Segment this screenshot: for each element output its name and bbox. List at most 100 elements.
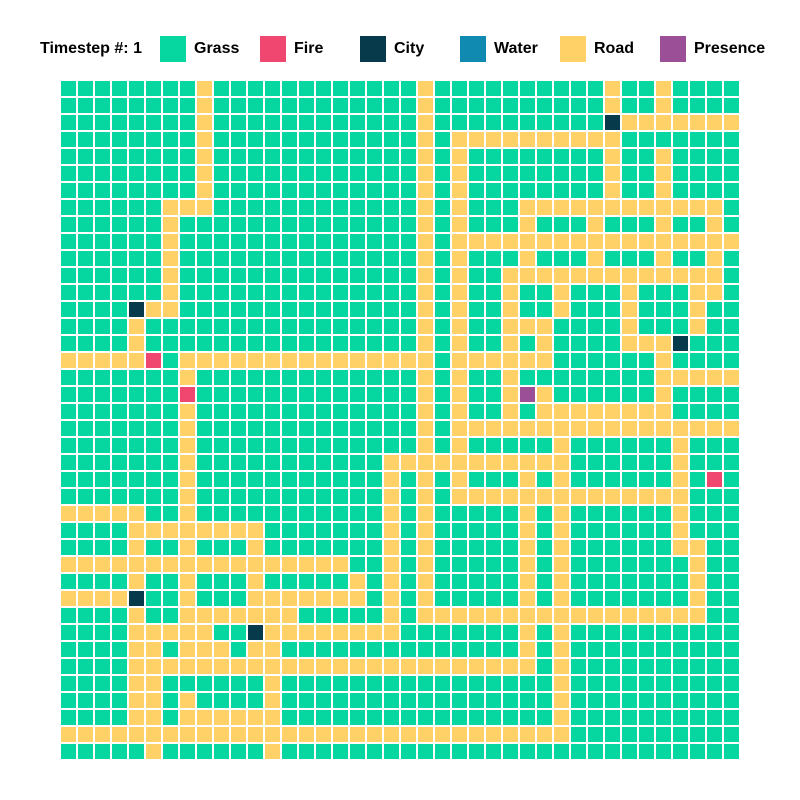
road-cell <box>214 659 229 674</box>
grass-cell <box>231 166 246 181</box>
grass-cell <box>333 183 348 198</box>
grass-cell <box>605 523 620 538</box>
grass-cell <box>282 217 297 232</box>
grass-cell <box>622 132 637 147</box>
grass-cell <box>61 200 76 215</box>
grass-cell <box>486 166 501 181</box>
grass-cell <box>554 115 569 130</box>
road-cell <box>333 625 348 640</box>
grass-cell <box>231 81 246 96</box>
road-cell <box>384 506 399 521</box>
grass-cell <box>248 81 263 96</box>
road-cell <box>180 421 195 436</box>
grass-cell <box>163 642 178 657</box>
road-cell <box>146 676 161 691</box>
grass-cell <box>248 217 263 232</box>
road-cell <box>571 132 586 147</box>
grass-cell <box>673 557 688 572</box>
grass-cell <box>350 676 365 691</box>
grass-cell <box>248 472 263 487</box>
grass-cell <box>112 625 127 640</box>
grass-cell <box>180 744 195 759</box>
legend-label-city: City <box>394 40 425 57</box>
road-cell <box>129 642 144 657</box>
grass-cell <box>367 319 382 334</box>
grass-cell <box>129 744 144 759</box>
grass-cell <box>333 506 348 521</box>
grass-cell <box>520 183 535 198</box>
grass-cell <box>622 387 637 402</box>
road-cell <box>605 234 620 249</box>
grass-cell <box>503 523 518 538</box>
grass-cell <box>129 132 144 147</box>
road-cell <box>554 625 569 640</box>
grass-cell <box>95 149 110 164</box>
grass-cell <box>724 744 739 759</box>
grass-cell <box>197 574 212 589</box>
road-cell <box>503 727 518 742</box>
grass-cell <box>384 200 399 215</box>
road-cell <box>435 608 450 623</box>
grass-cell <box>112 642 127 657</box>
grass-cell <box>622 472 637 487</box>
grass-cell <box>673 353 688 368</box>
grass-cell <box>265 285 280 300</box>
road-cell <box>197 200 212 215</box>
road-cell <box>418 591 433 606</box>
road-cell <box>95 727 110 742</box>
grass-cell <box>350 268 365 283</box>
grass-cell <box>248 438 263 453</box>
grass-cell <box>367 183 382 198</box>
road-cell <box>605 98 620 113</box>
grass-cell <box>605 302 620 317</box>
road-cell <box>503 353 518 368</box>
grass-cell <box>690 676 705 691</box>
road-cell <box>622 268 637 283</box>
grass-cell <box>707 404 722 419</box>
grass-cell <box>78 676 93 691</box>
grass-cell <box>639 710 654 725</box>
grass-cell <box>673 132 688 147</box>
grass-cell <box>724 302 739 317</box>
grass-cell <box>197 676 212 691</box>
road-cell <box>418 455 433 470</box>
road-cell <box>129 710 144 725</box>
grass-cell <box>367 608 382 623</box>
grass-cell <box>367 506 382 521</box>
grass-cell <box>214 234 229 249</box>
grass-cell <box>520 149 535 164</box>
road-cell <box>520 217 535 232</box>
road-cell <box>418 149 433 164</box>
road-cell <box>333 353 348 368</box>
road-cell <box>265 659 280 674</box>
grass-cell <box>129 166 144 181</box>
road-cell <box>520 234 535 249</box>
grass-cell <box>724 336 739 351</box>
grass-cell <box>384 421 399 436</box>
grass-cell <box>690 659 705 674</box>
grass-cell <box>707 591 722 606</box>
grass-cell <box>248 98 263 113</box>
grass-cell <box>129 285 144 300</box>
grass-cell <box>265 115 280 130</box>
grass-cell <box>214 744 229 759</box>
grass-cell <box>197 489 212 504</box>
grass-cell <box>724 676 739 691</box>
grass-cell <box>61 574 76 589</box>
grass-cell <box>724 166 739 181</box>
road-cell <box>350 353 365 368</box>
grass-cell <box>401 285 416 300</box>
road-cell <box>690 319 705 334</box>
grass-cell <box>367 404 382 419</box>
road-cell <box>197 166 212 181</box>
grass-cell <box>588 557 603 572</box>
road-cell <box>197 132 212 147</box>
grass-cell <box>163 98 178 113</box>
grass-cell <box>95 472 110 487</box>
grass-cell <box>316 370 331 385</box>
grass-cell <box>469 166 484 181</box>
grass-cell <box>350 608 365 623</box>
grass-cell <box>537 744 552 759</box>
grass-cell <box>265 540 280 555</box>
road-cell <box>214 710 229 725</box>
